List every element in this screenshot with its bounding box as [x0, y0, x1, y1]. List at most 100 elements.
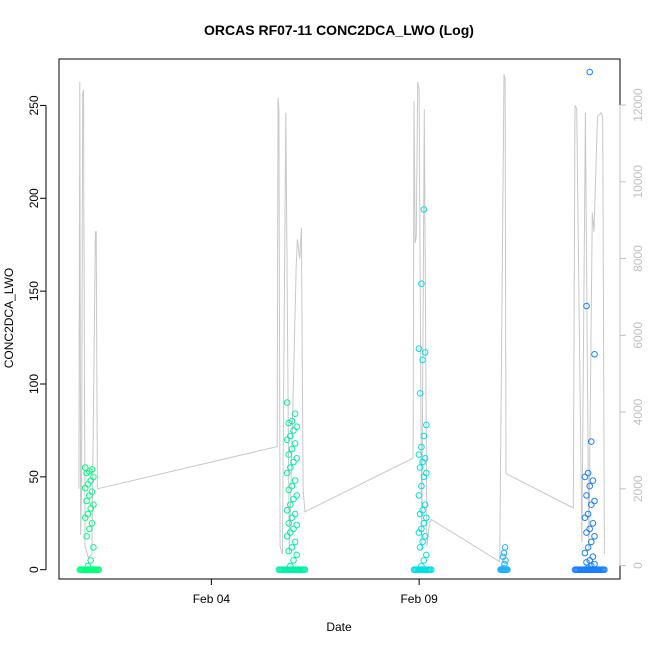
data-point: [86, 525, 93, 533]
right-tick-label: 10000: [631, 165, 645, 199]
data-point: [285, 419, 293, 427]
data-point: [291, 440, 299, 447]
x-axis: Feb 04 Feb 09: [193, 579, 438, 606]
data-point: [583, 529, 590, 536]
data-point: [95, 566, 103, 574]
data-point: [293, 455, 301, 462]
data-point: [83, 533, 90, 540]
data-point: [420, 557, 428, 564]
y-axis-label: CONC2DCA_LWO: [2, 268, 16, 368]
x-tick-label: Feb 09: [400, 592, 438, 606]
data-point: [87, 557, 94, 564]
y-axis: 0 50 100 150 200 250: [27, 95, 47, 573]
right-tick-label: 4000: [631, 398, 645, 425]
data-point: [285, 486, 293, 494]
data-point: [500, 549, 508, 557]
data-point: [423, 469, 430, 477]
data-point: [588, 501, 595, 509]
data-point: [421, 455, 429, 462]
data-point: [283, 533, 291, 540]
data-point: [583, 302, 590, 310]
data-point: [418, 562, 425, 570]
data-point: [293, 492, 301, 499]
data-point: [288, 417, 296, 425]
data-point: [589, 553, 597, 561]
data-point: [418, 525, 425, 533]
data-point: [287, 529, 294, 536]
data-point: [500, 564, 507, 572]
data-point: [601, 566, 608, 574]
y-tick-label: 0: [27, 566, 41, 573]
data-point: [288, 482, 296, 490]
data-point: [419, 356, 426, 364]
data-point: [589, 520, 597, 527]
data-point: [293, 423, 301, 431]
data-point: [499, 553, 507, 561]
data-point: [415, 492, 423, 499]
data-point: [415, 345, 423, 353]
data-point: [421, 533, 429, 540]
data-point: [291, 510, 299, 518]
data-point: [583, 559, 590, 566]
data-point: [586, 557, 594, 564]
data-point: [584, 510, 592, 518]
data-point: [283, 436, 291, 444]
data-point: [283, 469, 291, 477]
data-point: [283, 566, 291, 574]
data-point: [287, 501, 294, 509]
data-point: [290, 495, 297, 503]
data-point: [84, 562, 92, 570]
y-tick-label: 150: [27, 281, 41, 301]
data-point: [88, 488, 96, 496]
data-point: [418, 280, 425, 288]
data-point: [591, 560, 598, 568]
data-point: [293, 551, 301, 559]
right-tick-label: 2000: [631, 475, 645, 502]
data-point: [423, 514, 430, 522]
data-point: [581, 514, 589, 522]
data-point: [84, 510, 92, 518]
data-point: [290, 557, 297, 564]
data-point: [287, 562, 294, 570]
secondary-series-line: [78, 74, 605, 563]
plot-frame: [58, 58, 621, 580]
data-point: [288, 445, 296, 453]
data-point: [420, 432, 428, 440]
data-point: [285, 547, 293, 555]
data-point: [288, 544, 296, 551]
data-point: [591, 533, 598, 540]
x-tick-label: Feb 04: [193, 592, 231, 606]
data-point: [584, 469, 592, 477]
data-point: [501, 544, 509, 551]
y-tick-label: 250: [27, 95, 41, 115]
x-axis-label: Date: [326, 620, 352, 634]
y-tick-label: 50: [27, 470, 41, 484]
data-point: [83, 497, 90, 505]
data-point: [591, 497, 598, 505]
data-point: [283, 507, 291, 514]
data-point: [583, 492, 590, 499]
right-tick-label: 0: [631, 562, 645, 569]
data-point: [418, 443, 425, 451]
data-point: [581, 549, 589, 557]
right-axis: 0 2000 4000 6000 8000 10000 12000: [619, 88, 645, 569]
data-point: [591, 351, 598, 358]
data-point: [285, 451, 293, 458]
data-point: [88, 520, 96, 527]
right-tick-label: 6000: [631, 322, 645, 349]
data-point: [416, 464, 424, 471]
data-point: [290, 525, 297, 533]
data-point: [586, 525, 594, 533]
data-point: [301, 566, 309, 574]
data-point: [589, 477, 597, 484]
data-point: [90, 473, 97, 481]
data-point: [501, 560, 508, 568]
secondary-series: [78, 74, 605, 563]
data-point: [584, 544, 592, 551]
data-point: [287, 464, 294, 471]
data-point: [293, 521, 301, 529]
data-point: [581, 566, 589, 574]
data-point: [88, 466, 96, 473]
data-point: [416, 390, 424, 397]
